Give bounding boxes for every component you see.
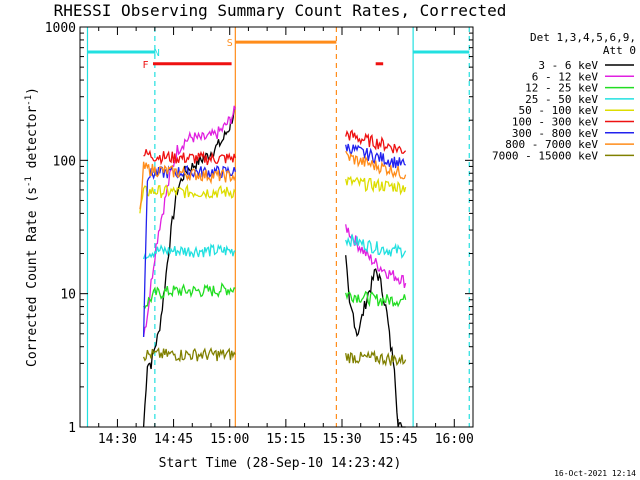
legend-label-5: 100 - 300 keV [512, 116, 598, 129]
series-line-7-seg-1 [345, 150, 407, 180]
series-line-3-seg-1 [345, 234, 407, 259]
legend-label-6: 300 - 800 keV [512, 127, 598, 140]
x-tick-label-5: 15:45 [379, 432, 418, 447]
legend-label-8: 7000 - 15000 keV [492, 149, 598, 162]
y-axis: 1 10 100 1000 [45, 21, 473, 436]
x-tick-label-0: 14:30 [98, 432, 137, 447]
chart-title: RHESSI Observing Summary Count Rates, Co… [54, 1, 507, 20]
series-line-1-seg-1 [345, 224, 407, 289]
legend-header-line-2: Att 0 [603, 44, 636, 57]
y-axis-label: Corrected Count Rate (s-1 detector-1) [24, 87, 40, 367]
legend-label-7: 800 - 7000 keV [505, 138, 598, 151]
series-line-0-seg-1 [345, 255, 406, 428]
x-tick-label-2: 15:00 [210, 432, 249, 447]
series-line-3-seg-0 [142, 243, 236, 260]
legend-label-0: 3 - 6 keV [538, 59, 598, 72]
series-line-2-seg-1 [345, 290, 407, 308]
y-tick-label-0: 1 [68, 421, 76, 436]
legend-header-line-1: Det 1,3,4,5,6,9, [530, 31, 636, 44]
plot-frame [79, 26, 474, 428]
y-axis-label-exp-2: -1 [24, 95, 34, 106]
legend-label-2: 12 - 25 keV [525, 82, 598, 95]
y-tick-label-2: 100 [53, 154, 76, 169]
plot-area: FN S [86, 27, 470, 428]
y-axis-label-end: ) [25, 87, 40, 95]
flag-marker-S: S [227, 38, 233, 49]
timestamp: 16-Oct-2021 12:14 [554, 469, 636, 478]
series-line-2-seg-0 [143, 282, 236, 310]
y-axis-label-main: Corrected Count Rate (s [25, 187, 40, 367]
series-line-4-seg-0 [139, 183, 236, 214]
y-tick-label-1: 10 [60, 288, 76, 303]
x-axis: 14:30 14:45 15:00 15:15 15:30 15:45 16:00 [98, 27, 474, 447]
series-line-8-seg-0 [142, 347, 236, 363]
x-axis-label: Start Time (28-Sep-10 14:23:42) [159, 456, 402, 471]
flag-marker-F: F [142, 60, 148, 71]
x-tick-label-1: 14:45 [154, 432, 193, 447]
series-line-1-seg-0 [142, 105, 236, 337]
series-line-4-seg-1 [345, 175, 407, 196]
series-line-6-seg-1 [345, 143, 406, 169]
flag-marker-N: N [154, 48, 160, 59]
legend-label-3: 25 - 50 keV [525, 93, 598, 106]
y-axis-label-mid: detector [25, 106, 40, 177]
series-line-8-seg-1 [345, 349, 407, 367]
y-tick-label-3: 1000 [45, 21, 76, 36]
series-line-7-seg-0 [139, 161, 236, 210]
x-tick-label-4: 15:30 [322, 432, 361, 447]
series-line-0-seg-0 [142, 106, 236, 428]
x-tick-label-6: 16:00 [435, 432, 474, 447]
y-axis-label-exp-1: -1 [24, 176, 34, 187]
legend-label-4: 50 - 100 keV [519, 104, 599, 117]
series-line-5-seg-0 [143, 149, 236, 166]
x-tick-label-3: 15:15 [266, 432, 305, 447]
series-line-5-seg-1 [345, 129, 407, 154]
legend-label-1: 6 - 12 keV [532, 70, 599, 83]
